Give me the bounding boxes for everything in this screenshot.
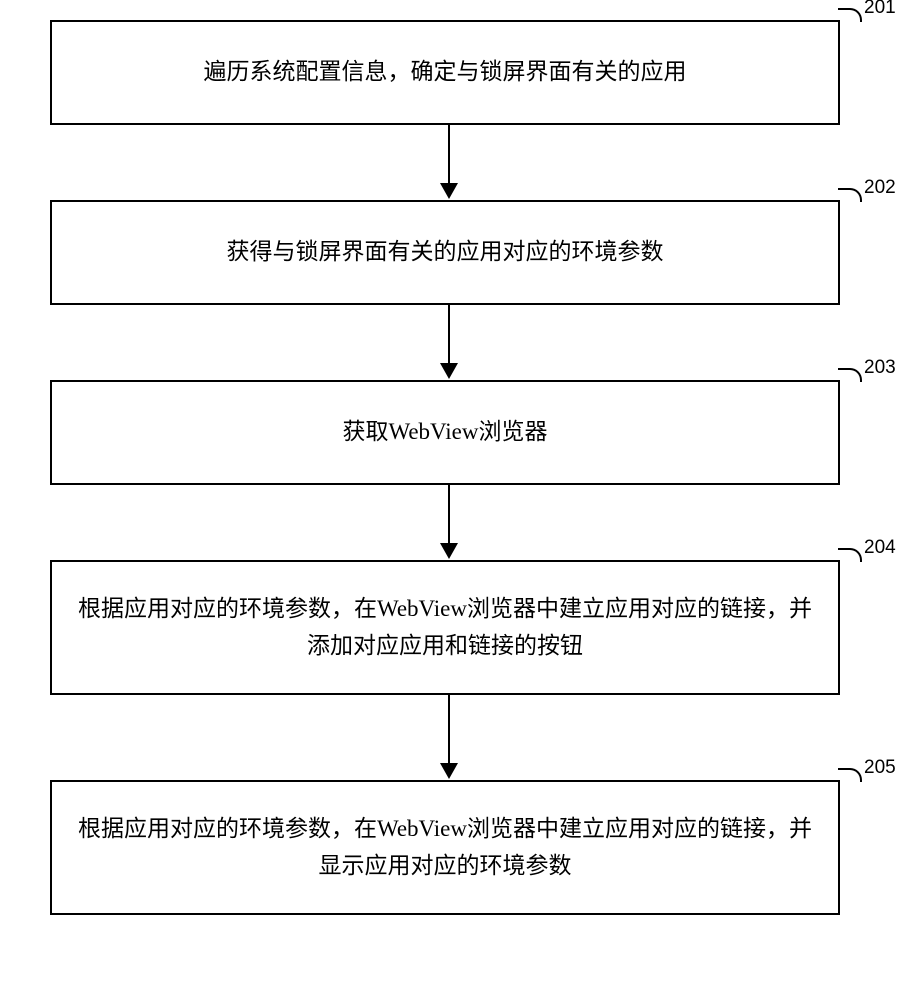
box-text: 获取WebView浏览器 [342,414,547,451]
box-text: 根据应用对应的环境参数，在WebView浏览器中建立应用对应的链接，并显示应用对… [72,811,818,885]
leader-line-205 [838,768,862,782]
leader-line-204 [838,548,862,562]
box-label-202: 202 [864,177,896,199]
box-label-204: 204 [864,537,896,559]
box-label-201: 201 [864,0,896,19]
flowchart-arrow-4 [440,695,458,779]
flowchart-box-203: 获取WebView浏览器 [50,380,840,485]
box-text: 根据应用对应的环境参数，在WebView浏览器中建立应用对应的链接，并添加对应应… [72,591,818,665]
box-label-205: 205 [864,757,896,779]
leader-line-201 [838,8,862,22]
flowchart-box-204: 根据应用对应的环境参数，在WebView浏览器中建立应用对应的链接，并添加对应应… [50,560,840,695]
flowchart-arrow-2 [440,305,458,379]
box-text: 获得与锁屏界面有关的应用对应的环境参数 [227,234,664,271]
flowchart-container: 遍历系统配置信息，确定与锁屏界面有关的应用 201 获得与锁屏界面有关的应用对应… [0,0,897,1000]
flowchart-arrow-1 [440,125,458,199]
flowchart-arrow-3 [440,485,458,559]
leader-line-202 [838,188,862,202]
box-text: 遍历系统配置信息，确定与锁屏界面有关的应用 [204,54,687,91]
flowchart-box-201: 遍历系统配置信息，确定与锁屏界面有关的应用 [50,20,840,125]
leader-line-203 [838,368,862,382]
flowchart-box-202: 获得与锁屏界面有关的应用对应的环境参数 [50,200,840,305]
flowchart-box-205: 根据应用对应的环境参数，在WebView浏览器中建立应用对应的链接，并显示应用对… [50,780,840,915]
box-label-203: 203 [864,357,896,379]
